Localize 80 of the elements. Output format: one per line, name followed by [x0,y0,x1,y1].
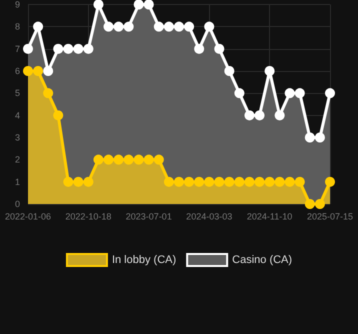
point [23,66,33,76]
point [43,66,54,76]
y-tick-label: 6 [14,66,20,76]
point [174,176,184,187]
point [244,110,254,120]
point [33,22,44,32]
x-tick-label: 2023-07-01 [126,212,172,222]
point [124,22,134,32]
point [204,176,214,187]
point [53,110,64,120]
point [234,88,244,98]
point [224,176,234,187]
x-tick-label: 2024-03-03 [186,212,232,222]
legend-label: Casino (CA) [232,254,292,266]
point [154,154,164,165]
point [104,154,114,165]
point [83,44,94,54]
y-tick-label: 2 [14,154,20,165]
y-tick-label: 9 [14,0,20,10]
y-tick-label: 1 [14,176,20,187]
point [114,154,124,165]
point [214,44,224,54]
point [83,176,94,187]
point [114,22,124,32]
y-tick-label: 7 [14,44,20,54]
point [234,176,244,187]
point [73,44,84,54]
point [325,88,335,98]
point [124,154,134,165]
point [184,176,194,187]
point [73,176,84,187]
point [204,22,214,32]
y-tick-label: 4 [14,110,20,120]
point [154,22,164,32]
point [93,154,104,165]
point [325,176,335,187]
point [53,44,64,54]
x-tick-label: 2022-10-18 [65,212,112,222]
point [214,176,224,187]
point [23,44,33,54]
point [304,199,315,209]
point [104,22,114,32]
point [194,176,204,187]
x-tick-label: 2025-07-15 [306,212,354,222]
y-tick-label: 3 [14,132,20,142]
point [314,132,325,142]
point [33,66,44,76]
y-tick-label: 0 [14,199,20,209]
point [144,0,154,10]
point [144,154,154,165]
point [164,22,174,32]
legend-label: In lobby (CA) [112,254,176,266]
point [254,176,265,187]
x-tick-label: 2022-01-06 [4,212,52,222]
x-tick-label: 2024-11-10 [246,212,292,222]
point [294,176,305,187]
point [184,22,194,32]
point [224,66,234,76]
point [314,199,325,209]
point [294,88,305,98]
point [264,66,275,76]
point [244,176,254,187]
y-tick-label: 5 [14,88,20,98]
point [254,110,265,120]
point [264,176,275,187]
point [194,44,204,54]
point [284,88,295,98]
point [134,154,144,165]
point [164,176,174,187]
point [304,132,315,142]
point [174,22,184,32]
point [63,176,74,187]
point [134,0,144,10]
point [274,176,285,187]
point [274,110,285,120]
point [63,44,74,54]
y-tick-label: 8 [14,22,20,32]
point [93,0,104,10]
point [284,176,295,187]
point [43,88,54,98]
